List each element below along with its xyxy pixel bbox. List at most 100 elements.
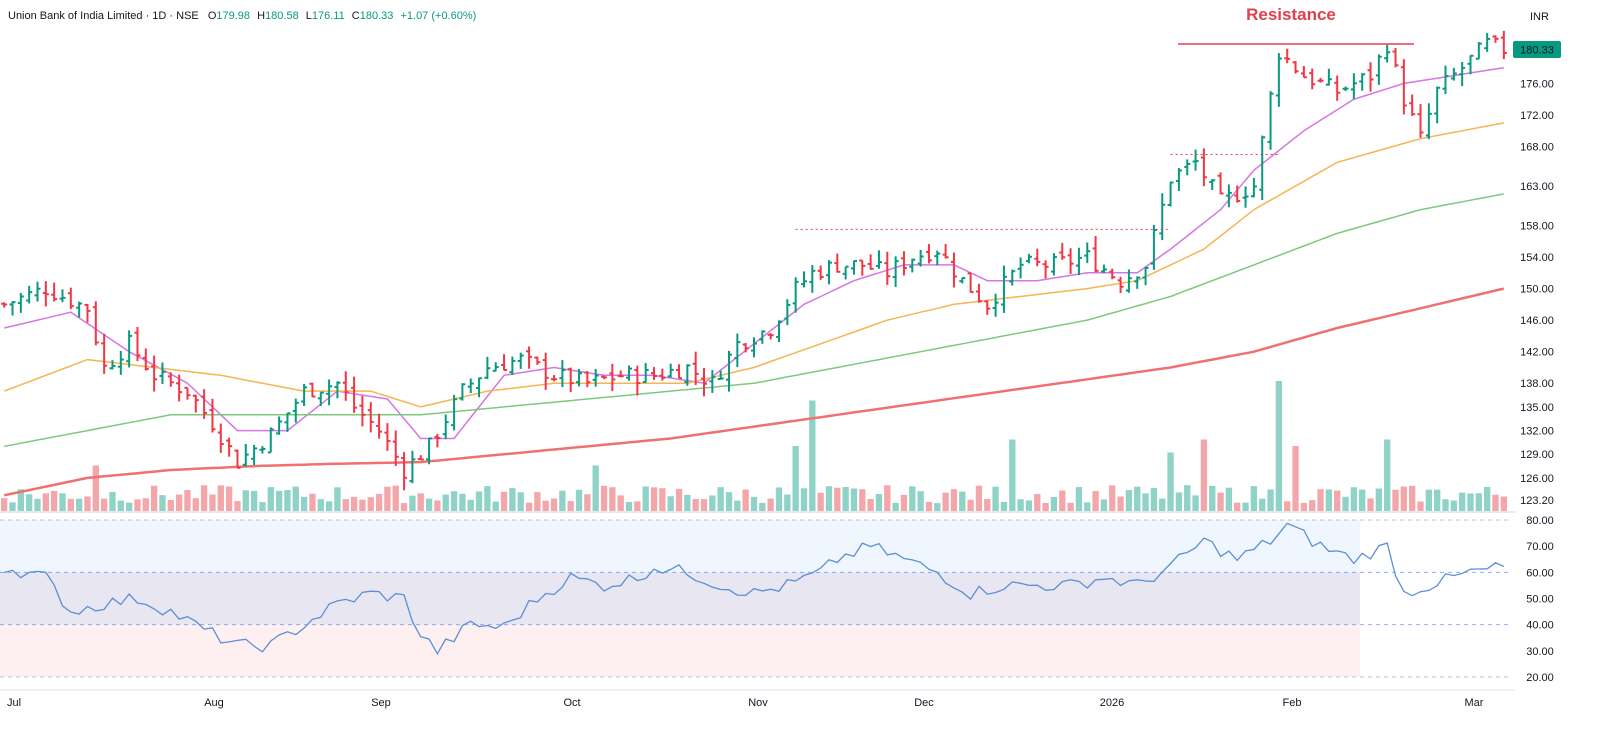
volume-bar [909, 486, 916, 511]
ohlc-bar [1042, 260, 1049, 279]
volume-bar [792, 446, 799, 511]
volume-bar [1409, 485, 1416, 511]
ma-line-ma100 [4, 193, 1504, 448]
ohlc-bar [526, 346, 533, 369]
ohlc-bar [501, 354, 508, 371]
ohlc-bar [1450, 67, 1457, 81]
volume-bar [750, 496, 758, 511]
volume-bar [375, 493, 383, 511]
price-tick-label: 158.00 [1520, 220, 1554, 232]
volume-bar [659, 488, 666, 511]
volume-bar [1225, 487, 1233, 511]
ohlc-bar [1342, 86, 1349, 92]
ohlc-bar [559, 360, 566, 388]
ohlc-bar [817, 265, 824, 280]
ohlc-bar [800, 271, 807, 288]
rsi-upper-band [0, 520, 1360, 573]
ohlc-bar [1384, 44, 1391, 63]
ohlc-bar [176, 374, 183, 402]
volume-bar [125, 502, 133, 511]
volume-bar [534, 492, 541, 511]
ohlc-bar [767, 332, 774, 340]
volume-bar [842, 487, 849, 511]
high-value: 180.58 [265, 10, 299, 22]
volume-bar [25, 494, 33, 511]
ohlc-bar [509, 356, 516, 376]
ohlc-bar [1434, 86, 1441, 124]
volume-bar [1284, 501, 1291, 511]
price-tick-label: 126.00 [1520, 473, 1554, 485]
volume-bar [1275, 381, 1283, 511]
ohlc-bar [1209, 179, 1216, 191]
volume-bar [325, 501, 333, 511]
volume-bar [1042, 502, 1049, 511]
volume-bar [625, 501, 633, 511]
volume-bar [959, 491, 966, 511]
price-tick-label: 138.00 [1520, 378, 1554, 390]
volume-bar [42, 493, 49, 511]
ohlc-bar [1267, 91, 1274, 150]
ohlc-bar [367, 402, 374, 433]
time-tick-label: Nov [748, 697, 768, 709]
ohlc-bar [117, 350, 124, 375]
ohlc-bar [459, 383, 466, 401]
ohlc-bar [784, 299, 791, 326]
ohlc-bar [159, 362, 166, 385]
rsi-lower-band [0, 624, 1360, 677]
volume-bar [675, 488, 683, 511]
ohlc-bar [967, 272, 974, 294]
volume-bar [525, 502, 533, 511]
volume-bar [84, 496, 91, 511]
volume-bar [100, 498, 108, 511]
ohlc-bar [1367, 62, 1374, 92]
low-value: 176.11 [312, 10, 345, 22]
volume-bar [717, 487, 724, 511]
ohlc-bar [1059, 242, 1066, 260]
ohlc-bar [1000, 265, 1007, 313]
ohlc-bar [584, 371, 591, 388]
volume-bar [1, 498, 8, 511]
ohlc-bar [1234, 185, 1241, 203]
ohlc-bar [109, 360, 116, 370]
ohlc-bar [417, 455, 424, 461]
volume-bar [1175, 492, 1183, 511]
ohlc-bar [1350, 73, 1357, 100]
last-price-badge [1513, 41, 1561, 58]
volume-bar [1400, 486, 1408, 511]
ohlc-bar [1050, 253, 1057, 276]
ohlc-bar [1284, 48, 1291, 64]
ohlc-bar [1025, 253, 1032, 264]
ohlc-bar [726, 350, 733, 392]
volume-bar [1084, 502, 1091, 511]
ohlc-bar [925, 244, 932, 264]
price-tick-label: 150.00 [1520, 284, 1554, 296]
volume-bar [517, 492, 524, 511]
volume-bar [934, 503, 941, 511]
ohlc-bar [1225, 184, 1232, 208]
volume-bar [275, 490, 283, 511]
volume-bar [425, 498, 433, 511]
ohlc-bar [717, 370, 724, 380]
volume-bar [492, 501, 499, 511]
ohlc-bar [242, 443, 249, 467]
ohlc-bar [67, 287, 74, 310]
ohlc-bar [1242, 186, 1249, 208]
volume-bar [667, 496, 674, 511]
ohlc-bar [401, 452, 408, 491]
ohlc-bar [484, 356, 491, 380]
volume-bar [834, 487, 841, 511]
volume-bar [634, 501, 641, 511]
ohlc-bar [592, 368, 599, 387]
ohlc-bar [517, 352, 524, 369]
ohlc-bar [334, 381, 341, 399]
volume-bar [950, 489, 958, 511]
ohlc-bar [376, 413, 383, 439]
volume-bar [759, 502, 766, 511]
volume-bar [509, 488, 516, 511]
volume-bar [967, 499, 974, 511]
ohlc-bar [1359, 73, 1366, 91]
ohlc-bar [734, 333, 741, 367]
volume-bar [1142, 493, 1149, 511]
last-price-label: 180.33 [1520, 45, 1554, 57]
